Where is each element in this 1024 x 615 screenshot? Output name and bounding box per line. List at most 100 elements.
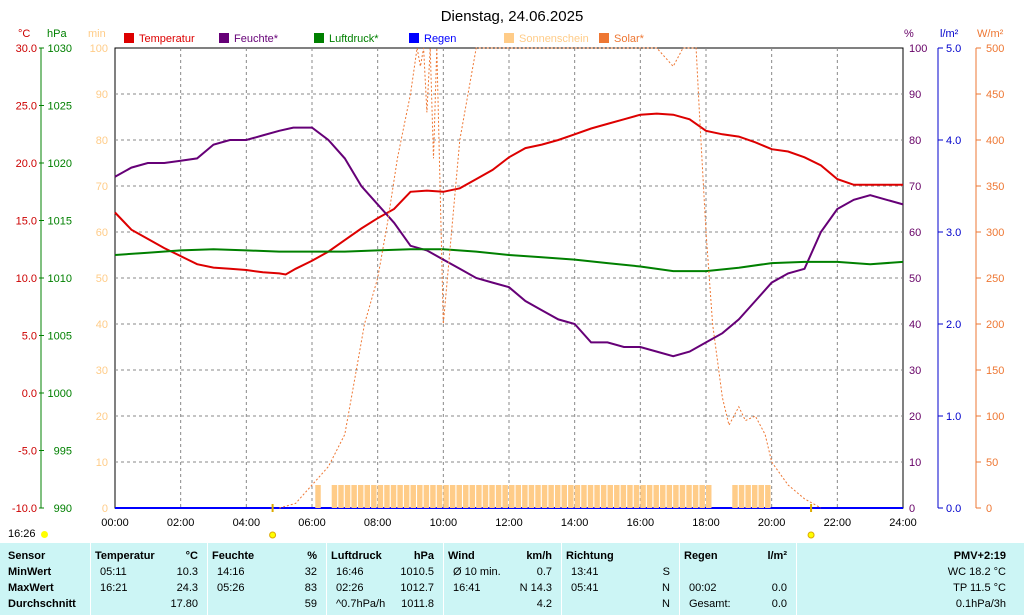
temperature-tick-label: 30.0 — [16, 43, 37, 55]
sunshine-bar — [620, 485, 627, 508]
sunset-sun-icon — [807, 531, 815, 539]
sunshine-bar — [679, 485, 686, 508]
rain-tick-label: 5.0 — [946, 43, 961, 55]
sunshine-bar — [568, 485, 574, 508]
sunshine-bar — [469, 485, 476, 508]
pressure-tick-label: 1005 — [48, 331, 72, 343]
sunshine-bar — [627, 485, 633, 508]
sunshine-bar — [732, 485, 738, 508]
sunshine-bar — [315, 485, 321, 508]
stat-press-val: 1012.7 — [400, 582, 434, 594]
solar-tick-label: 400 — [986, 135, 1004, 147]
header-wind-unit: km/h — [526, 550, 552, 562]
legend-swatch-5 — [599, 33, 609, 43]
stat-label: MinWert — [8, 566, 52, 578]
sunshine-bar — [699, 485, 705, 508]
x-tick-label: 24:00 — [889, 517, 917, 529]
sunshine-tick-label: 10 — [96, 457, 108, 469]
sunshine-bar — [338, 485, 344, 508]
sunshine-tick-label: 60 — [96, 227, 108, 239]
x-tick-label: 16:00 — [627, 517, 655, 529]
sunshine-bar — [554, 485, 561, 508]
solar-tick-label: 250 — [986, 273, 1004, 285]
sunshine-bar — [331, 485, 338, 508]
sunshine-tick-label: 50 — [96, 273, 108, 285]
temperature-tick-label: 15.0 — [16, 216, 37, 228]
sunshine-bar — [574, 485, 581, 508]
sunshine-bar — [561, 485, 568, 508]
header-rain-unit: l/m² — [767, 550, 787, 562]
humidity-tick-label: 40 — [909, 319, 921, 331]
stat-dir-time: 05:41 — [571, 582, 599, 594]
solar-tick-label: 50 — [986, 457, 998, 469]
series-line-feuchte — [114, 126, 904, 358]
stat-press-time: 02:26 — [336, 582, 364, 594]
legend-swatch-1 — [219, 33, 229, 43]
weather-chart: Dienstag, 24.06.2025 °C hPa min 30.0 25.0 20.0… — [12, 8, 1004, 539]
sunshine-bar — [765, 485, 771, 508]
header-humidity: Feuchte — [212, 550, 255, 562]
solar-tick-label: 300 — [986, 227, 1004, 239]
temperature-tick-label: -10.0 — [12, 503, 37, 515]
sunshine-bar — [377, 485, 384, 508]
x-tick-label: 20:00 — [758, 517, 786, 529]
legend-swatch-0 — [124, 33, 134, 43]
stat-label: MaxWert — [8, 582, 54, 594]
stat-temp-val: 24.3 — [176, 582, 198, 594]
sunshine-bar — [660, 485, 666, 508]
sunshine-bar — [535, 485, 541, 508]
humidity-tick-label: 80 — [909, 135, 921, 147]
x-tick-label: 10:00 — [430, 517, 458, 529]
sunshine-bar — [390, 485, 397, 508]
sunshine-bar — [430, 485, 436, 508]
sunshine-bar — [344, 485, 351, 508]
stat-wind-time: 16:41 — [453, 582, 481, 594]
stat-pmv: WC 18.2 °C — [947, 566, 1006, 578]
solar-tick-label: 0 — [986, 503, 992, 515]
humidity-tick-label: 50 — [909, 273, 921, 285]
sunshine-bar — [751, 485, 758, 508]
sunshine-bar — [436, 485, 443, 508]
sunshine-bar — [489, 485, 495, 508]
sunshine-tick-label: 20 — [96, 411, 108, 423]
x-tick-label: 00:00 — [101, 517, 129, 529]
sunshine-bar — [351, 485, 357, 508]
sunshine-bar — [443, 485, 449, 508]
header-humidity-unit: % — [307, 550, 317, 562]
stat-wind-time: Ø 10 min. — [453, 566, 501, 578]
rain-tick-label: 1.0 — [946, 411, 961, 423]
legend-label-1: Feuchte* — [234, 33, 279, 45]
stat-wind-val: 0.7 — [536, 566, 552, 578]
x-tick-label: 18:00 — [692, 517, 720, 529]
sunshine-bar — [403, 485, 410, 508]
x-tick-label: 08:00 — [364, 517, 392, 529]
sunshine-bar — [745, 485, 751, 508]
current-time-sun-icon — [41, 531, 48, 538]
stat-rain-time: 00:02 — [689, 582, 717, 594]
solar-axis-unit: W/m² — [977, 28, 1004, 40]
temperature-axis-unit: °C — [18, 28, 30, 40]
sunshine-bar — [581, 485, 587, 508]
rain-tick-label: 2.0 — [946, 319, 961, 331]
legend-swatch-3 — [409, 33, 419, 43]
solar-tick-label: 450 — [986, 89, 1004, 101]
stat-temp-time: 16:21 — [100, 582, 128, 594]
sunshine-bar — [371, 485, 377, 508]
humidity-tick-label: 0 — [909, 503, 915, 515]
sunshine-bar — [666, 485, 673, 508]
sunshine-bar — [509, 485, 515, 508]
pressure-tick-label: 1025 — [48, 101, 72, 113]
sunshine-bar — [410, 485, 416, 508]
sunshine-bar — [541, 485, 548, 508]
sunshine-bar — [522, 485, 528, 508]
pressure-tick-label: 990 — [54, 503, 72, 515]
rain-tick-label: 4.0 — [946, 135, 961, 147]
sunshine-bar — [614, 485, 620, 508]
legend-label-0: Temperatur — [139, 33, 195, 45]
pressure-tick-label: 1030 — [48, 43, 72, 55]
stat-hum-time: 14:16 — [217, 566, 245, 578]
humidity-tick-label: 90 — [909, 89, 921, 101]
x-tick-label: 04:00 — [233, 517, 261, 529]
temperature-tick-label: 0.0 — [22, 388, 37, 400]
legend-swatch-2 — [314, 33, 324, 43]
